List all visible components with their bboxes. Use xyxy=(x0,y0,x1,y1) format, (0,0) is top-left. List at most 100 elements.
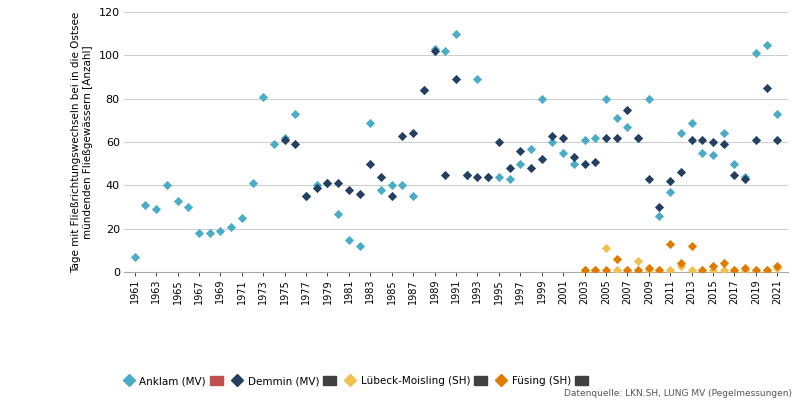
Point xyxy=(621,124,634,130)
Point xyxy=(621,267,634,273)
Point xyxy=(728,160,741,167)
Point xyxy=(728,267,741,273)
Point xyxy=(642,96,655,102)
Point xyxy=(771,262,784,269)
Y-axis label: Tage mit Fließrichtungswechseln bei in die Ostsee
mündenden Fließgewässern [Anza: Tage mit Fließrichtungswechseln bei in d… xyxy=(71,11,93,273)
Point xyxy=(664,267,677,273)
Point xyxy=(332,210,345,217)
Point xyxy=(589,134,602,141)
Point xyxy=(750,267,762,273)
Point xyxy=(535,156,548,162)
Point xyxy=(418,87,430,93)
Point xyxy=(321,180,334,186)
Point xyxy=(686,243,698,249)
Point xyxy=(374,186,387,193)
Point xyxy=(718,130,730,136)
Point xyxy=(406,193,419,199)
Point xyxy=(738,176,751,182)
Point xyxy=(460,171,473,178)
Point xyxy=(610,115,623,121)
Point xyxy=(771,264,784,271)
Point xyxy=(771,137,784,143)
Point xyxy=(535,96,548,102)
Point xyxy=(610,256,623,262)
Point xyxy=(557,134,570,141)
Point xyxy=(396,132,409,139)
Point xyxy=(750,50,762,56)
Point xyxy=(706,139,719,145)
Point xyxy=(567,160,580,167)
Point xyxy=(364,119,377,126)
Point xyxy=(503,176,516,182)
Point xyxy=(653,204,666,210)
Point xyxy=(760,267,773,273)
Point xyxy=(203,230,216,236)
Point xyxy=(632,134,645,141)
Point xyxy=(493,174,506,180)
Point xyxy=(760,41,773,48)
Point xyxy=(289,141,302,147)
Point xyxy=(642,267,655,273)
Point xyxy=(750,137,762,143)
Point xyxy=(599,96,612,102)
Point xyxy=(439,48,452,54)
Point xyxy=(418,87,430,93)
Point xyxy=(567,154,580,160)
Point xyxy=(267,141,280,147)
Point xyxy=(471,76,484,82)
Point xyxy=(450,30,462,37)
Point xyxy=(674,262,687,269)
Point xyxy=(471,174,484,180)
Point xyxy=(578,267,591,273)
Point xyxy=(310,182,323,188)
Point xyxy=(342,236,355,243)
Point xyxy=(760,267,773,273)
Point xyxy=(278,137,291,143)
Text: Datenquelle: LKN.SH, LUNG MV (Pegelmessungen): Datenquelle: LKN.SH, LUNG MV (Pegelmessu… xyxy=(564,389,792,398)
Point xyxy=(589,267,602,273)
Point xyxy=(718,141,730,147)
Point xyxy=(182,204,194,210)
Point xyxy=(289,111,302,117)
Point xyxy=(310,184,323,191)
Point xyxy=(332,180,345,186)
Point xyxy=(428,48,441,54)
Point xyxy=(460,171,473,178)
Point xyxy=(653,267,666,273)
Point xyxy=(686,137,698,143)
Point xyxy=(653,212,666,219)
Point xyxy=(664,178,677,184)
Point xyxy=(738,174,751,180)
Point xyxy=(128,254,141,260)
Point xyxy=(439,171,452,178)
Point xyxy=(364,160,377,167)
Point xyxy=(610,134,623,141)
Point xyxy=(750,267,762,273)
Point xyxy=(578,160,591,167)
Point xyxy=(664,189,677,195)
Point xyxy=(718,260,730,266)
Point xyxy=(706,262,719,269)
Point xyxy=(342,186,355,193)
Point xyxy=(653,267,666,273)
Point xyxy=(396,182,409,188)
Point xyxy=(354,191,366,197)
Point xyxy=(760,85,773,91)
Point xyxy=(482,174,494,180)
Point xyxy=(546,139,558,145)
Point xyxy=(610,267,623,273)
Point xyxy=(578,137,591,143)
Point xyxy=(214,228,226,234)
Point xyxy=(246,180,259,186)
Point xyxy=(599,245,612,251)
Point xyxy=(706,152,719,158)
Point xyxy=(632,134,645,141)
Point xyxy=(696,267,709,273)
Point xyxy=(696,267,709,273)
Point xyxy=(235,215,248,221)
Point xyxy=(599,134,612,141)
Point xyxy=(771,111,784,117)
Point xyxy=(686,267,698,273)
Point xyxy=(589,158,602,165)
Point xyxy=(738,264,751,271)
